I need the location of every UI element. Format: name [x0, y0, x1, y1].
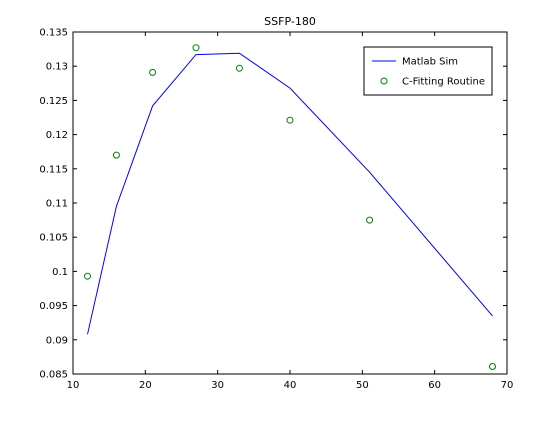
- legend-box: [363, 46, 493, 96]
- y-tick-label: 0.085: [39, 370, 68, 381]
- legend: Matlab Sim C-Fitting Routine: [363, 46, 493, 96]
- legend-swatch-marker: [380, 77, 388, 85]
- data-point-c-fitting: [489, 363, 496, 370]
- x-tick-label: 40: [284, 380, 297, 391]
- y-tick-label: 0.13: [46, 62, 68, 73]
- x-tick-label: 70: [501, 380, 514, 391]
- data-point-c-fitting: [366, 216, 374, 224]
- series-line-matlab-sim: [87, 52, 493, 335]
- y-tick-label: 0.115: [39, 164, 68, 175]
- data-point-c-fitting: [286, 116, 294, 124]
- x-tick-label: 10: [67, 380, 80, 391]
- y-tick-label: 0.1: [52, 267, 68, 278]
- data-point-c-fitting: [192, 44, 200, 52]
- data-point-c-fitting: [112, 151, 120, 159]
- y-tick-label: 0.135: [39, 28, 68, 39]
- y-tick-label: 0.095: [39, 301, 68, 312]
- y-tick-label: 0.105: [39, 233, 68, 244]
- x-tick-label: 60: [428, 380, 441, 391]
- data-point-c-fitting: [149, 68, 157, 76]
- chart-title: SSFP-180: [264, 15, 316, 28]
- legend-label: C-Fitting Routine: [402, 77, 485, 88]
- y-tick-label: 0.125: [39, 96, 68, 107]
- x-tick-label: 20: [139, 380, 152, 391]
- x-tick-label: 50: [356, 380, 369, 391]
- legend-label: Matlab Sim: [402, 57, 458, 68]
- y-tick-label: 0.11: [46, 199, 68, 210]
- x-tick-label: 30: [211, 380, 224, 391]
- y-tick-label: 0.09: [46, 335, 68, 346]
- data-point-c-fitting: [84, 272, 91, 280]
- data-point-c-fitting: [235, 64, 243, 72]
- y-tick-label: 0.12: [46, 130, 68, 141]
